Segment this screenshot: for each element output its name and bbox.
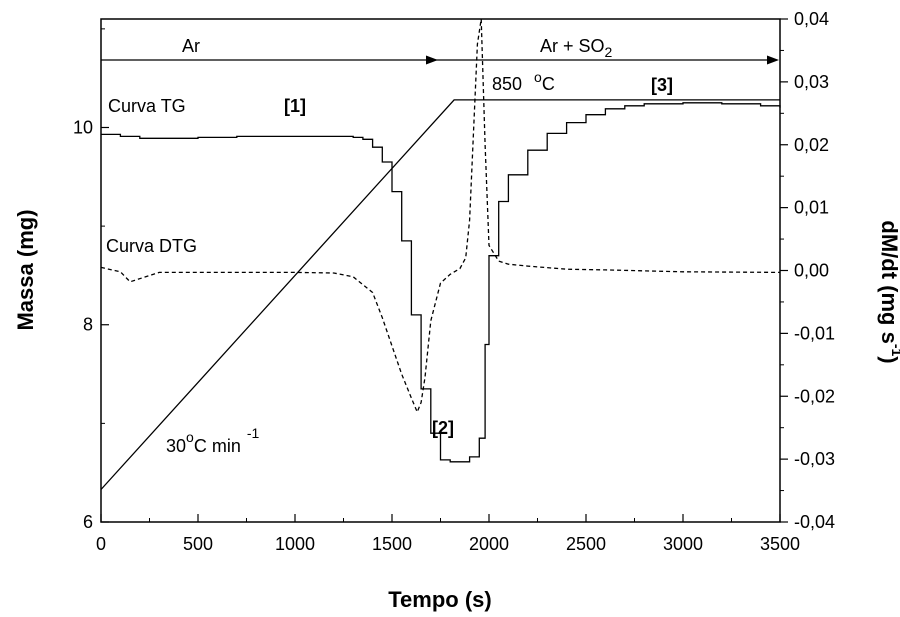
x-axis-title: Tempo (s): [388, 587, 491, 612]
gas-arrows: [101, 55, 779, 65]
series-curva-dtg: [100, 18, 781, 414]
x-tick-label: 1000: [275, 534, 315, 554]
x-tick-label: 3000: [663, 534, 703, 554]
y2-tick-label: -0,03: [794, 449, 835, 469]
series-layer: [100, 18, 781, 490]
ar-so2-arrow-head: [767, 55, 779, 65]
region-1-label: [1]: [284, 96, 306, 116]
curva-dtg-label: Curva DTG: [106, 236, 197, 256]
x-axis-ticks: 0 500 1000 1500 2000 2500 3000 3500: [96, 514, 800, 554]
y-tick-label: 10: [73, 117, 93, 137]
y2-tick-label: 0,04: [794, 9, 829, 29]
y-axis-title: Massa (mg): [13, 209, 38, 330]
y2-axis-title: dM/dt (mg s-1): [877, 220, 900, 363]
y2-tick-label: 0,02: [794, 135, 829, 155]
x-tick-label: 500: [183, 534, 213, 554]
x-tick-label: 0: [96, 534, 106, 554]
y2-tick-label: -0,04: [794, 512, 835, 532]
x-tick-label: 2500: [566, 534, 606, 554]
y2-axis-ticks: -0,04 -0,03 -0,02 -0,01 0,00 0,01 0,02 0,03 0,04: [780, 9, 835, 532]
y-axis-ticks: 6 8 10: [73, 28, 109, 532]
region-2-label: [2]: [432, 418, 454, 438]
y-tick-label: 6: [83, 512, 93, 532]
heating-rate-label: 30oC min-1: [166, 425, 260, 456]
x-tick-label: 3500: [760, 534, 800, 554]
y2-tick-label: 0,03: [794, 72, 829, 92]
region-3-label: [3]: [651, 75, 673, 95]
y2-tick-label: -0,02: [794, 386, 835, 406]
temperature-label: 850 oC: [492, 69, 555, 94]
y2-tick-label: 0,01: [794, 198, 829, 218]
y2-tick-label: -0,01: [794, 323, 835, 343]
ar-so2-label: Ar + SO2: [540, 36, 613, 60]
x-tick-label: 1500: [372, 534, 412, 554]
y2-tick-label: 0,00: [794, 261, 829, 281]
series-temperature-ramp: [100, 99, 780, 490]
curva-tg-label: Curva TG: [108, 96, 186, 116]
y-tick-label: 8: [83, 315, 93, 335]
x-tick-label: 2000: [469, 534, 509, 554]
series-curva-tg: [101, 102, 781, 463]
ar-label: Ar: [182, 36, 200, 56]
